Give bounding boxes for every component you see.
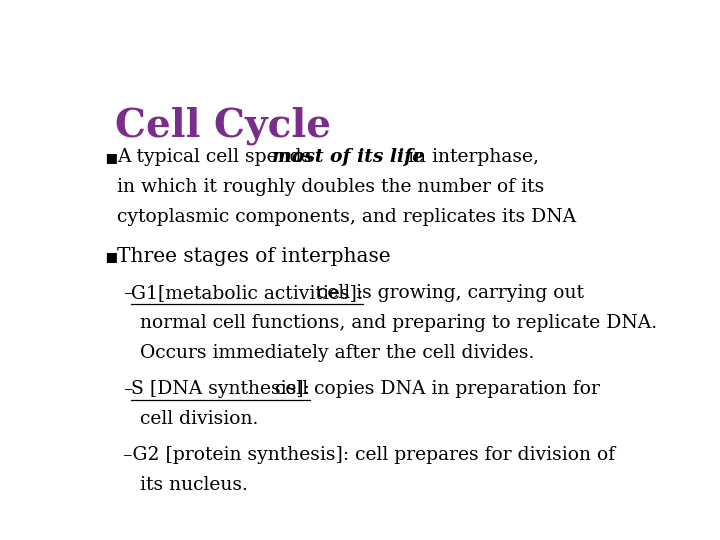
Text: ▪: ▪: [104, 247, 117, 266]
Text: its nucleus.: its nucleus.: [140, 476, 248, 494]
Text: in which it roughly doubles the number of its: in which it roughly doubles the number o…: [117, 178, 544, 196]
Text: cell division.: cell division.: [140, 410, 258, 428]
Text: ▪: ▪: [104, 148, 117, 167]
Text: Three stages of interphase: Three stages of interphase: [117, 247, 390, 266]
Text: most of its life: most of its life: [272, 148, 424, 166]
Text: cell is growing, carrying out: cell is growing, carrying out: [311, 284, 584, 302]
Text: normal cell functions, and preparing to replicate DNA.: normal cell functions, and preparing to …: [140, 314, 657, 332]
Text: cell copies DNA in preparation for: cell copies DNA in preparation for: [269, 380, 600, 398]
Text: in interphase,: in interphase,: [390, 148, 539, 166]
Text: S [DNA synthesis]:: S [DNA synthesis]:: [131, 380, 310, 398]
Text: –: –: [124, 380, 133, 398]
Text: –G2 [protein synthesis]: cell prepares for division of: –G2 [protein synthesis]: cell prepares f…: [124, 446, 616, 464]
Text: –: –: [124, 284, 133, 302]
Text: Occurs immediately after the cell divides.: Occurs immediately after the cell divide…: [140, 344, 534, 362]
Text: G1[metabolic activities]:: G1[metabolic activities]:: [131, 284, 363, 302]
Text: cytoplasmic components, and replicates its DNA: cytoplasmic components, and replicates i…: [117, 208, 576, 226]
Text: A typical cell spends: A typical cell spends: [117, 148, 317, 166]
Text: Cell Cycle: Cell Cycle: [115, 106, 331, 145]
